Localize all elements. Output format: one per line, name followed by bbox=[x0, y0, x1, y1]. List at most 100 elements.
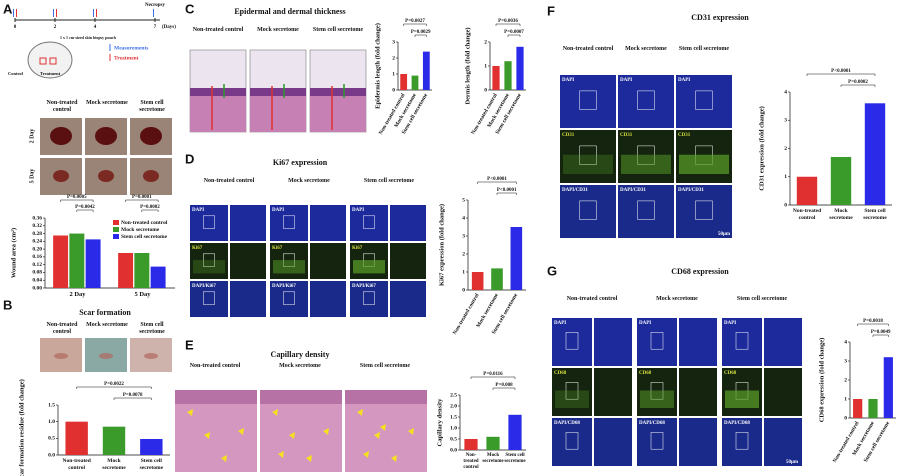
x-tick-label: Mock secretome bbox=[102, 458, 126, 471]
p-value: P=0.0022 bbox=[104, 382, 124, 387]
y-tick-label: 0.0 bbox=[48, 452, 55, 458]
bar bbox=[883, 357, 893, 418]
wound bbox=[53, 170, 69, 182]
bar bbox=[411, 75, 419, 90]
channel-label: DAPI/Ki67 bbox=[352, 284, 376, 289]
histology-texture bbox=[175, 390, 257, 404]
column-header: Non-treated control bbox=[203, 178, 255, 184]
p-value: P=0.0002 bbox=[848, 80, 868, 85]
scar bbox=[99, 353, 113, 359]
scale-bar-label: 50μm bbox=[718, 232, 731, 237]
bar bbox=[69, 233, 85, 288]
y-tick-label: 3 bbox=[462, 233, 465, 239]
marker-signal bbox=[555, 390, 589, 408]
y-tick-label: 2 bbox=[462, 251, 465, 257]
significance-bracket bbox=[840, 84, 876, 87]
bar bbox=[471, 272, 484, 290]
micrograph bbox=[190, 281, 228, 317]
vessel-marker bbox=[323, 428, 329, 435]
y-tick-label: 2 bbox=[484, 39, 487, 45]
bar bbox=[492, 66, 500, 90]
panel-title: Capillary density bbox=[271, 350, 330, 359]
legend-swatch bbox=[113, 234, 119, 239]
dermis-band bbox=[190, 95, 246, 132]
y-tick-label: 0.04 bbox=[32, 277, 42, 283]
p-value: P=0.0029 bbox=[411, 30, 431, 35]
p-value: P=0.0036 bbox=[498, 19, 518, 24]
y-tick-label: 1 bbox=[462, 269, 465, 275]
micrograph bbox=[350, 281, 388, 317]
channel-label: DAPI bbox=[562, 78, 574, 83]
wound bbox=[140, 127, 162, 145]
micrograph-zoom bbox=[230, 205, 266, 241]
row-label: 2 Day bbox=[29, 129, 35, 144]
bar bbox=[53, 235, 69, 288]
micrograph-zoom bbox=[230, 243, 266, 279]
channel-label: CD68 bbox=[639, 371, 652, 376]
x-tick-label: Stem cell secretome bbox=[139, 458, 164, 471]
x-tick-label: Mock secretome bbox=[482, 453, 504, 464]
channel-label: DAPI bbox=[678, 78, 690, 83]
vessel-marker bbox=[238, 428, 244, 435]
timeline-unit: (Days) bbox=[162, 25, 176, 30]
scar bbox=[144, 353, 158, 359]
bar bbox=[65, 421, 88, 455]
y-tick-label: 0 bbox=[392, 87, 395, 93]
significance-bracket bbox=[492, 387, 516, 390]
bar bbox=[118, 253, 134, 288]
y-tick-label: 0.16 bbox=[32, 254, 42, 260]
significance-bracket bbox=[477, 181, 517, 184]
zoom-box bbox=[579, 145, 597, 165]
bar bbox=[864, 103, 886, 205]
micrograph bbox=[190, 205, 228, 241]
p-value: P<0.0001 bbox=[831, 69, 851, 74]
zoom-box bbox=[203, 291, 215, 305]
channel-label: DAPI bbox=[620, 78, 632, 83]
significance-bracket bbox=[414, 34, 427, 37]
column-header: Mock secretome bbox=[86, 100, 128, 106]
mouse-note: 1 x 1 cm-sized skin biopsy punch bbox=[60, 35, 117, 40]
channel-label: DAPI/CD68 bbox=[554, 421, 580, 426]
zoom-box bbox=[650, 332, 664, 350]
column-header: Non-treated control bbox=[192, 27, 244, 33]
panel-title: Scar formation bbox=[79, 308, 131, 317]
histology-texture bbox=[260, 390, 342, 404]
wound bbox=[98, 170, 114, 182]
y-tick-label: 0 bbox=[784, 202, 787, 208]
y-tick-label: 0.32 bbox=[32, 223, 42, 229]
y-axis-label: Scar formation residue (fold change) bbox=[18, 379, 25, 476]
micrograph bbox=[637, 318, 677, 366]
panel-title: CD31 expression bbox=[691, 13, 749, 22]
legend-treatment: Treatment bbox=[114, 55, 139, 61]
bar bbox=[85, 239, 101, 288]
zoom-box bbox=[565, 432, 579, 450]
p-value: P=0.0027 bbox=[405, 19, 425, 24]
y-axis-label: CD68 expression (fold change) bbox=[818, 338, 825, 423]
p-value: P=0.0001 bbox=[132, 195, 152, 200]
panel-title: Ki67 expression bbox=[273, 158, 328, 167]
micrograph bbox=[190, 243, 228, 279]
micrograph-zoom bbox=[310, 281, 346, 317]
marker-signal bbox=[679, 154, 729, 174]
micrograph bbox=[350, 205, 388, 241]
zoom-box bbox=[735, 432, 749, 450]
column-header: Mock secretome bbox=[279, 363, 321, 369]
y-tick-label: 0.5 bbox=[450, 436, 457, 442]
micrograph bbox=[552, 418, 592, 466]
wound bbox=[50, 127, 72, 145]
vessel-marker bbox=[408, 428, 414, 435]
vessel-marker bbox=[278, 451, 284, 458]
bar bbox=[516, 46, 524, 90]
y-tick-label: 1 bbox=[844, 396, 847, 402]
y-tick-label: 2 bbox=[392, 55, 395, 61]
bar bbox=[140, 439, 163, 455]
bar bbox=[796, 176, 818, 205]
channel-label: DAPI/Ki67 bbox=[192, 284, 216, 289]
legend-measurements: Measurements bbox=[114, 45, 148, 51]
y-tick-label: 1.5 bbox=[48, 402, 55, 408]
significance-bracket bbox=[76, 386, 152, 389]
channel-label: Ki67 bbox=[352, 246, 363, 251]
y-tick-label: 1 bbox=[392, 71, 395, 77]
channel-label: CD31 bbox=[620, 133, 633, 138]
